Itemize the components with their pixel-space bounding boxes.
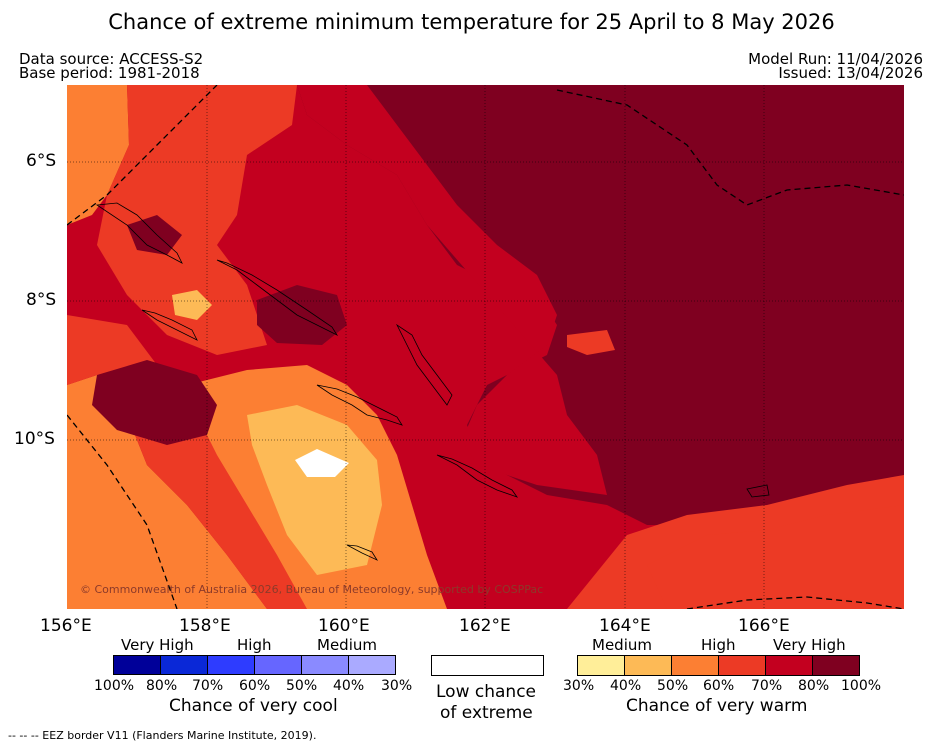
cool-colorbar: [113, 655, 396, 675]
low-chance-swatch: [431, 655, 544, 676]
eez-footnote: -- -- -- EEZ border V11 (Flanders Marine…: [8, 729, 317, 742]
eez-border-lines: [67, 85, 904, 609]
warm-tick: 70%: [751, 678, 783, 694]
lat-label-10s: 10°S: [14, 429, 55, 449]
cool-swatch: [302, 656, 349, 674]
map-background-shading: [67, 85, 904, 609]
warm-tick: 50%: [657, 678, 689, 694]
warm-tick: 60%: [703, 678, 735, 694]
lon-label-158e: 158°E: [179, 616, 231, 636]
warm-head-high: High: [701, 636, 736, 654]
cool-swatch: [255, 656, 302, 674]
cool-tick: 80%: [146, 678, 178, 694]
copyright-note: © Commonwealth of Australia 2026, Bureau…: [80, 583, 544, 596]
warm-swatch: [813, 656, 859, 675]
cool-swatch: [208, 656, 255, 674]
warm-swatch: [578, 656, 625, 675]
cool-head-high: High: [237, 636, 272, 654]
low-chance-title-line2: of extreme: [440, 703, 533, 723]
cool-legend-title: Chance of very cool: [169, 696, 338, 716]
warm-swatch: [672, 656, 719, 675]
cool-tick: 50%: [286, 678, 318, 694]
warm-head-medium: Medium: [592, 636, 652, 654]
warm-swatch: [766, 656, 813, 675]
cool-tick: 70%: [192, 678, 224, 694]
warm-tick: 100%: [841, 678, 882, 694]
lon-label-162e: 162°E: [459, 616, 511, 636]
lat-label-8s: 8°S: [26, 290, 57, 310]
grid-lines: [67, 85, 904, 609]
cool-swatch: [114, 656, 161, 674]
base-period: Base period: 1981-2018: [19, 64, 200, 82]
cool-head-medium: Medium: [317, 636, 377, 654]
warm-swatch: [625, 656, 672, 675]
cool-tick: 60%: [239, 678, 271, 694]
cool-swatch: [161, 656, 208, 674]
coastline-lines: [95, 202, 770, 561]
cool-tick: 100%: [94, 678, 135, 694]
cool-tick: 40%: [333, 678, 365, 694]
low-chance-title-line1: Low chance: [436, 682, 536, 702]
forecast-map: [67, 85, 904, 609]
lon-label-164e: 164°E: [599, 616, 651, 636]
warm-colorbar: [577, 655, 860, 676]
issued-date: Issued: 13/04/2026: [778, 64, 923, 82]
warm-tick: 30%: [563, 678, 595, 694]
lon-label-156e: 156°E: [40, 616, 92, 636]
cool-tick: 30%: [381, 678, 413, 694]
lon-label-166e: 166°E: [738, 616, 790, 636]
cool-swatch: [349, 656, 395, 674]
warm-swatch: [719, 656, 766, 675]
warm-tick: 40%: [610, 678, 642, 694]
cool-head-very-high: Very High: [121, 636, 194, 654]
warm-legend-title: Chance of very warm: [626, 696, 808, 716]
lon-label-160e: 160°E: [318, 616, 370, 636]
model-run: Model Run: 11/04/2026: [748, 50, 923, 68]
lat-label-6s: 6°S: [26, 151, 57, 171]
data-source: Data source: ACCESS-S2: [19, 50, 204, 68]
warm-tick: 80%: [798, 678, 830, 694]
warm-head-very-high: Very High: [773, 636, 846, 654]
map-title: Chance of extreme minimum temperature fo…: [108, 10, 835, 34]
